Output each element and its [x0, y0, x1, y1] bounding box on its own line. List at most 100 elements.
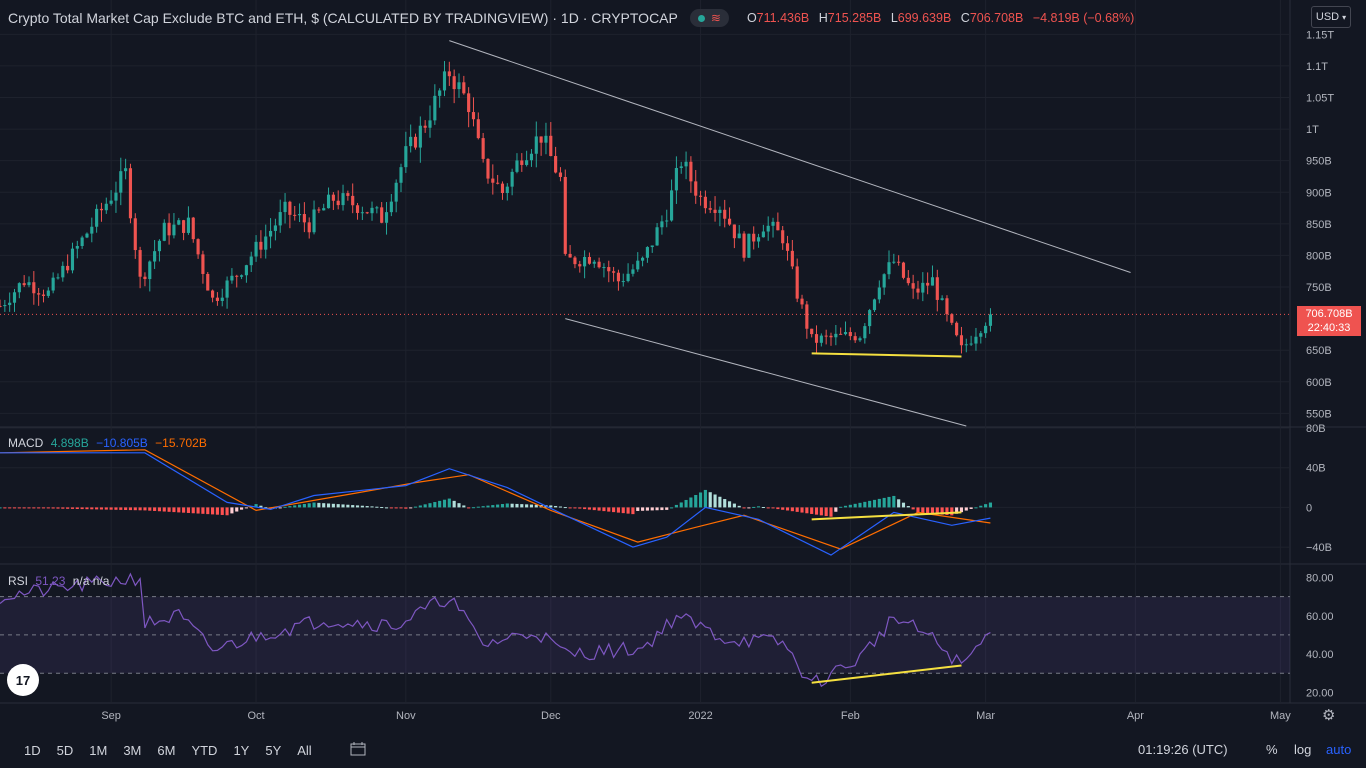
macd-histogram-bar	[41, 507, 46, 509]
candle-body	[157, 240, 162, 252]
timeframe-ytd[interactable]: YTD	[191, 743, 218, 758]
candle-body	[916, 288, 920, 293]
macd-histogram-bar	[612, 507, 616, 513]
timeframe-6m[interactable]: 6M	[157, 743, 176, 758]
timeframe-5d[interactable]: 5D	[56, 743, 74, 758]
calendar-icon[interactable]	[350, 742, 366, 759]
macd-histogram-bar	[549, 505, 553, 508]
macd-histogram-bar	[515, 503, 519, 508]
candle-body	[418, 125, 422, 148]
candle-body	[51, 277, 55, 291]
candle-body	[872, 299, 877, 311]
candle-body	[708, 208, 712, 210]
macd-histogram-bar	[781, 507, 785, 510]
candle-body	[331, 194, 335, 201]
timeframe-3m[interactable]: 3M	[123, 743, 142, 758]
candle-body	[491, 178, 495, 183]
candle-body	[380, 207, 384, 223]
candle-body	[423, 125, 427, 128]
percent-scale-button[interactable]: %	[1266, 742, 1278, 757]
candle-body	[0, 305, 2, 307]
macd-histogram-bar	[399, 507, 403, 509]
gear-icon[interactable]: ⚙	[1322, 707, 1336, 724]
macd-histogram-bar	[206, 507, 210, 515]
macd-histogram-bar	[684, 499, 688, 508]
trendline-support[interactable]	[811, 352, 962, 358]
rsi-legend[interactable]: RSI 51.23 n/a n/a	[8, 574, 109, 588]
macd-legend[interactable]: MACD 4.898B −10.805B −15.702B	[8, 436, 207, 450]
y-tick-label: 1.15T	[1306, 29, 1334, 41]
macd-histogram-bar	[225, 507, 229, 516]
macd-histogram-bar	[12, 507, 17, 509]
candle-body	[259, 241, 263, 250]
market-status[interactable]: ≋	[689, 9, 729, 27]
macd-histogram-bar	[602, 507, 606, 512]
candle-body	[206, 273, 210, 291]
candle-body	[940, 298, 944, 300]
change-value: −4.819B (−0.68%)	[1032, 11, 1135, 25]
candle-body	[196, 239, 200, 255]
log-scale-button[interactable]: log	[1294, 742, 1312, 757]
macd-histogram-bar	[872, 499, 877, 508]
candle-body	[133, 218, 137, 251]
currency-selector[interactable]: USD ▾	[1311, 6, 1351, 28]
trendline-drawings[interactable]	[449, 40, 1131, 427]
macd-histogram-bar	[689, 497, 693, 508]
macd-histogram-bar	[244, 507, 248, 509]
macd-histogram-bar	[331, 503, 335, 508]
macd-histogram-bar	[312, 502, 316, 508]
candle-body	[56, 277, 60, 279]
macd-histogram-bar	[157, 507, 162, 512]
candle-body	[950, 314, 954, 323]
candle-body	[935, 277, 939, 300]
candle-body	[930, 277, 935, 286]
macd-histogram-bar	[70, 507, 75, 509]
candle-body	[254, 241, 258, 257]
macd-histogram-bar	[525, 504, 529, 508]
macd-tick-label: −40B	[1306, 542, 1332, 554]
macd-histogram-bar	[887, 496, 891, 508]
trendline-lower[interactable]	[565, 318, 967, 427]
candle-body	[70, 248, 75, 271]
macd-histogram-bar	[650, 507, 654, 511]
macd-histogram-bar	[597, 507, 601, 511]
macd-line-value: −10.805B	[96, 436, 148, 450]
macd-histogram-bar	[240, 507, 244, 510]
macd-histogram-bar	[491, 505, 495, 508]
trendline-upper[interactable]	[449, 40, 1131, 273]
candle-body	[587, 256, 592, 264]
timeframe-1d[interactable]: 1D	[24, 743, 41, 758]
chart-canvas[interactable]: Sep Oct Nov Dec 2022 Feb Mar Apr May 1.15T 1.1T 1.0…	[0, 0, 1366, 733]
tradingview-logo[interactable]: 17	[7, 664, 39, 696]
macd-histogram-bar	[761, 507, 765, 509]
macd-histogram-bar	[109, 507, 113, 510]
candle-body	[389, 201, 393, 213]
timeframe-5y[interactable]: 5Y	[265, 743, 282, 758]
macd-histogram-bar	[476, 506, 480, 508]
timeframe-all[interactable]: All	[297, 743, 312, 758]
symbol-title[interactable]: Crypto Total Market Cap Exclude BTC and …	[8, 10, 678, 26]
y-tick-label: 650B	[1306, 345, 1332, 357]
candle-body	[66, 265, 70, 271]
macd-histogram-bar	[529, 504, 534, 508]
candle-body	[979, 333, 983, 337]
macd-histogram-bar	[56, 507, 60, 509]
x-tick-label: Nov	[396, 710, 416, 722]
candle-body	[897, 261, 901, 263]
auto-scale-button[interactable]: auto	[1326, 742, 1352, 757]
timeframe-1y[interactable]: 1Y	[233, 743, 250, 758]
candle-body	[167, 222, 171, 236]
utc-clock[interactable]: 01:19:26 (UTC)	[1138, 742, 1228, 757]
macd-histogram-bar	[380, 507, 384, 509]
macd-histogram-bar	[737, 505, 741, 508]
macd-histogram-bar	[288, 506, 292, 508]
macd-histogram-bar	[75, 507, 79, 509]
candle-body	[583, 256, 587, 267]
candle-body	[288, 201, 292, 215]
macd-divergence-line	[811, 511, 962, 521]
candle-body	[114, 192, 118, 201]
candle-body	[365, 212, 369, 214]
candle-body	[921, 282, 925, 293]
macd-histogram-bar	[670, 507, 674, 509]
timeframe-1m[interactable]: 1M	[89, 743, 108, 758]
